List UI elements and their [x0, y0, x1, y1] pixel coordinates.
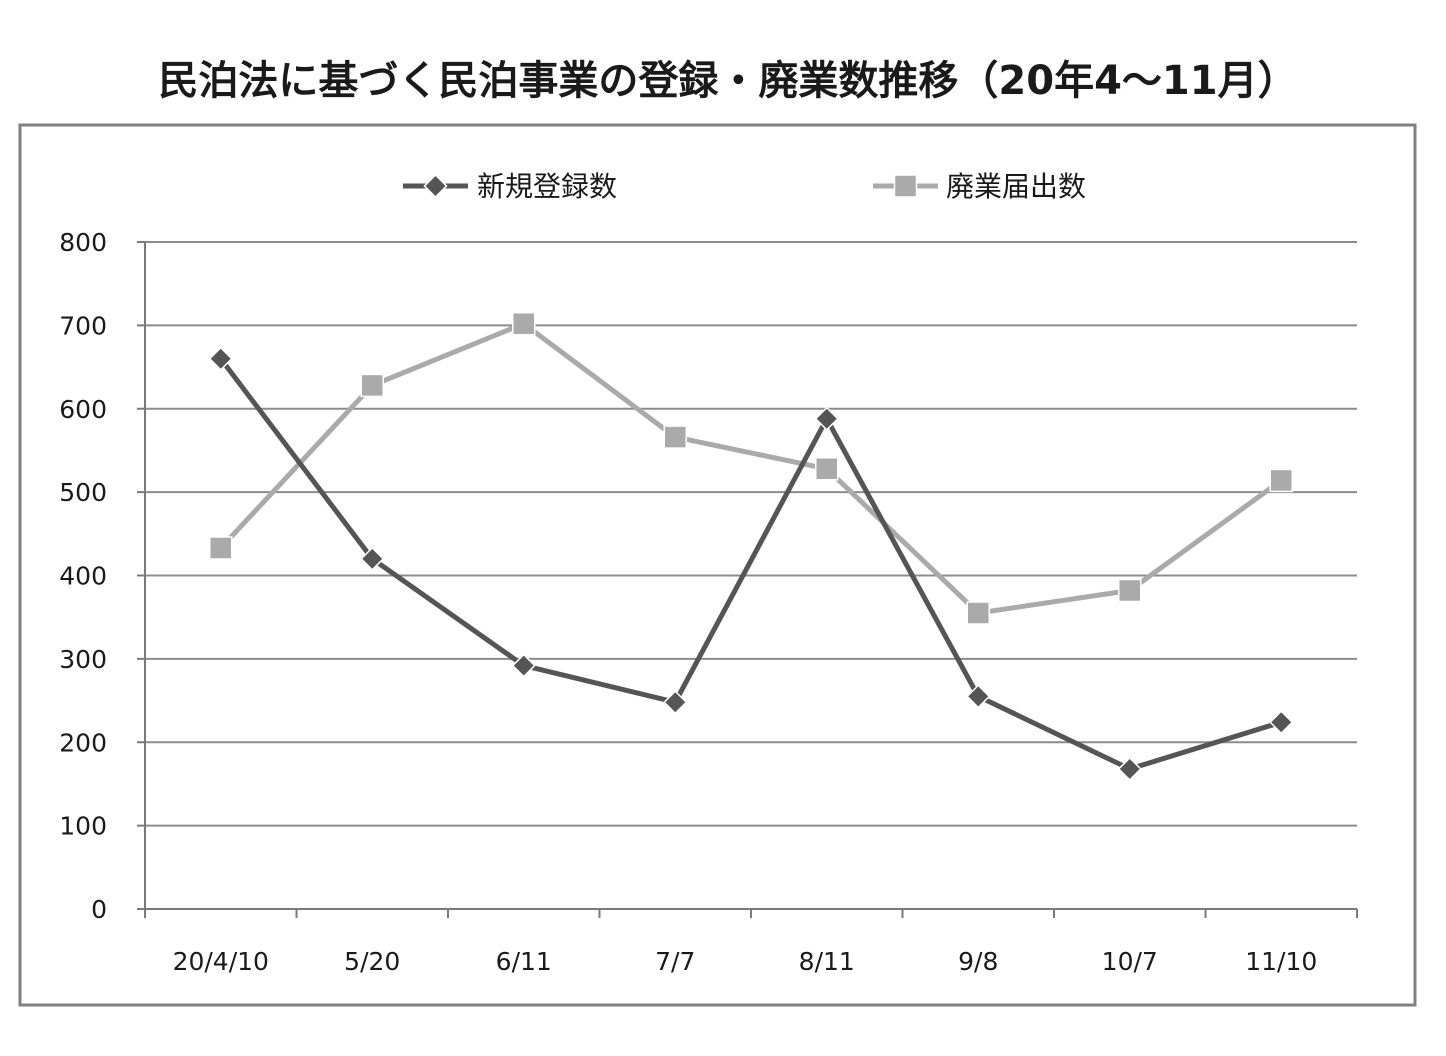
data-point-diamond — [511, 653, 536, 678]
y-tick-label: 300 — [59, 645, 107, 674]
data-point-square — [815, 457, 839, 481]
legend-item: 新規登録数 — [403, 170, 617, 203]
series-closures — [209, 311, 1293, 625]
series-new-registrations — [208, 346, 1294, 781]
x-tick-label: 20/4/10 — [173, 947, 269, 976]
data-point-diamond — [360, 546, 385, 571]
y-tick-label: 600 — [59, 395, 107, 424]
legend: 新規登録数 廃業届出数 — [403, 170, 1086, 203]
series-line — [218, 321, 1283, 616]
data-point-square — [663, 425, 687, 449]
y-tick-label: 0 — [91, 895, 107, 924]
x-tick-label: 9/8 — [958, 947, 998, 976]
y-tick-label: 400 — [59, 562, 107, 591]
data-point-square — [966, 601, 990, 625]
legend-label: 廃業届出数 — [946, 170, 1086, 203]
data-point-square — [512, 311, 536, 336]
data-point-diamond — [1269, 710, 1294, 735]
x-tick-label: 5/20 — [344, 947, 400, 976]
y-tick-label: 800 — [59, 228, 107, 257]
x-tick-label: 10/7 — [1102, 947, 1158, 976]
data-point-diamond — [208, 346, 233, 371]
y-tick-label: 100 — [59, 812, 107, 841]
series-lines — [208, 311, 1294, 781]
y-tick-label: 700 — [59, 311, 107, 340]
x-tick-label: 8/11 — [799, 947, 855, 976]
data-point-square — [1269, 468, 1293, 493]
legend-label: 新規登録数 — [477, 170, 617, 203]
data-point-diamond — [966, 684, 991, 709]
data-point-square — [209, 536, 233, 560]
gridlines — [145, 241, 1357, 827]
data-point-diamond — [663, 690, 688, 715]
x-tick-label: 11/10 — [1245, 947, 1317, 976]
series-line — [218, 357, 1282, 772]
legend-marker-square — [893, 174, 918, 198]
y-tick-label: 500 — [59, 478, 107, 507]
data-point-diamond — [1117, 756, 1142, 781]
chart-title: 民泊法に基づく民泊事業の登録・廃業数推移（20年4～11月） — [158, 58, 1297, 104]
data-point-square — [360, 373, 384, 398]
legend-marker-diamond — [423, 173, 448, 199]
data-point-diamond — [814, 406, 839, 431]
data-point-square — [1118, 578, 1142, 603]
axes: 0 100 200 300 400 500 600 700 800 20/4/10 5/20 6/11… — [59, 228, 1358, 976]
x-tick-label: 7/7 — [655, 947, 695, 976]
chart-frame — [18, 123, 1417, 1007]
x-tick-label: 6/11 — [496, 947, 552, 976]
y-tick-label: 200 — [59, 728, 107, 757]
legend-item: 廃業届出数 — [873, 170, 1086, 203]
